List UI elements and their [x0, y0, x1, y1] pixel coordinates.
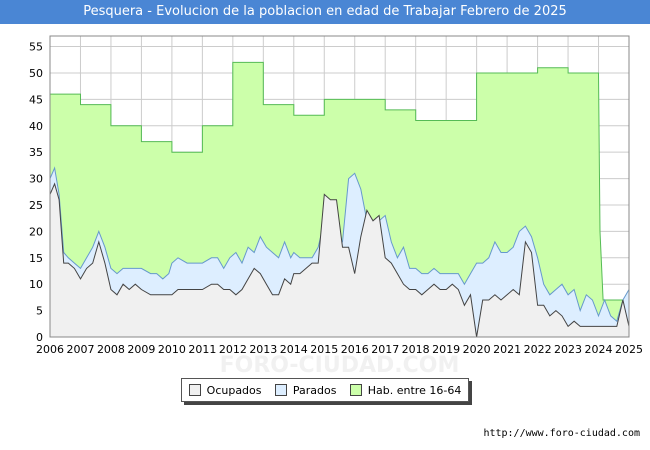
x-tick-label: 2019: [432, 343, 460, 356]
legend-label-hab: Hab. entre 16-64: [367, 383, 462, 397]
x-tick-label: 2022: [524, 343, 552, 356]
x-tick-label: 2014: [280, 343, 308, 356]
y-tick-label: 10: [29, 278, 43, 291]
x-tick-label: 2009: [127, 343, 155, 356]
chart-legend: Ocupados Parados Hab. entre 16-64: [181, 378, 469, 402]
legend-swatch-parados: [274, 384, 287, 396]
x-tick-label: 2023: [554, 343, 582, 356]
y-tick-label: 45: [29, 93, 43, 106]
source-url: http://www.foro-ciudad.com: [483, 428, 640, 439]
x-tick-label: 2025: [615, 343, 643, 356]
x-tick-label: 2016: [341, 343, 369, 356]
legend-item-hab: Hab. entre 16-64: [349, 383, 462, 397]
series-area-ocupados: [50, 183, 629, 337]
x-tick-label: 2012: [219, 343, 247, 356]
watermark: FORO-CIUDAD.COM: [220, 353, 460, 378]
x-tick-label: 2007: [66, 343, 94, 356]
x-tick-label: 2013: [249, 343, 277, 356]
y-tick-label: 25: [29, 199, 43, 212]
plot-border: [49, 35, 630, 338]
series-line-hab-entre-16-64: [50, 61, 630, 301]
x-tick-label: 2017: [371, 343, 399, 356]
y-tick-label: 40: [29, 120, 43, 133]
y-tick-label: 30: [29, 173, 43, 186]
legend-swatch-ocupados: [188, 384, 201, 396]
x-tick-label: 2018: [402, 343, 430, 356]
x-tick-label: 2011: [188, 343, 216, 356]
x-tick-label: 2006: [36, 343, 64, 356]
legend-item-parados: Parados: [274, 383, 337, 397]
y-tick-label: 15: [29, 252, 43, 265]
y-tick-label: 0: [36, 331, 43, 344]
chart-title: Pesquera - Evolucion de la poblacion en …: [0, 0, 650, 24]
series-line-ocupados: [49, 182, 630, 338]
y-tick-label: 35: [29, 146, 43, 159]
y-tick-label: 50: [29, 67, 43, 80]
x-tick-label: 2015: [310, 343, 338, 356]
x-tick-label: 2020: [463, 343, 491, 356]
x-tick-label: 2024: [585, 343, 613, 356]
y-tick-label: 20: [29, 225, 43, 238]
legend-label-parados: Parados: [292, 383, 337, 397]
legend-label-ocupados: Ocupados: [206, 383, 262, 397]
y-tick-label: 55: [29, 41, 43, 54]
legend-item-ocupados: Ocupados: [188, 383, 262, 397]
legend-swatch-hab: [349, 384, 362, 396]
x-tick-label: 2008: [97, 343, 125, 356]
y-tick-label: 5: [36, 305, 43, 318]
x-tick-label: 2010: [158, 343, 186, 356]
x-tick-label: 2021: [493, 343, 521, 356]
